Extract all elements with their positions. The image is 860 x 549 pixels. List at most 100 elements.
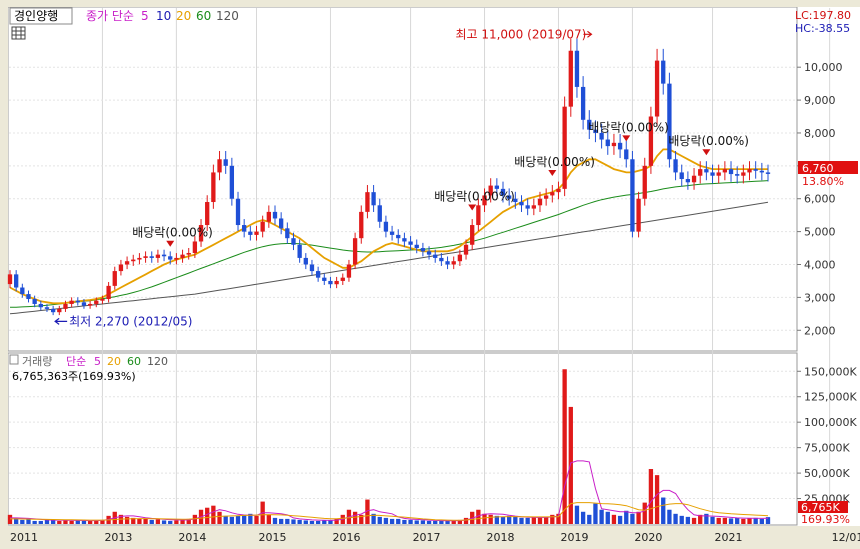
candle-body — [753, 169, 758, 171]
volume-bar — [242, 514, 247, 524]
candle-body — [254, 231, 259, 235]
candle-body — [26, 294, 31, 300]
volume-bar — [124, 516, 130, 524]
volume-bar — [396, 518, 401, 524]
volume-bar — [149, 519, 154, 524]
volume-bar — [519, 517, 524, 524]
candle-body — [741, 172, 746, 176]
stock-name-box[interactable] — [9, 7, 73, 25]
volume-moving-averages — [10, 460, 769, 522]
date-tick-label: 2019 — [560, 531, 588, 544]
candle-body — [722, 169, 728, 173]
volume-bar — [328, 520, 333, 524]
volume-bar — [131, 517, 136, 524]
volume-bar — [285, 518, 290, 524]
dividend-annotation: 배당락(0.00%) — [588, 120, 669, 134]
price-tick-label: 2,000 — [804, 324, 836, 337]
volume-name: 거래량 — [22, 355, 52, 368]
ma-period-10: 10 — [156, 9, 171, 23]
candle-body — [217, 159, 222, 173]
top-border — [0, 0, 860, 7]
volume-bar — [537, 516, 543, 524]
candle-body — [124, 261, 130, 265]
volume-bar — [94, 520, 99, 524]
price-tick-label: 4,000 — [804, 259, 836, 272]
volume-legend: 거래량 단순 5 20 60 120 6,765,363주(169.93%) — [9, 354, 168, 383]
volume-bar — [87, 520, 93, 524]
volume-bar — [562, 369, 567, 524]
candle-body — [155, 254, 161, 258]
candle-body — [149, 256, 154, 258]
volume-y-axis: 150,000K125,000K100,000K75,000K50,000K25… — [797, 365, 857, 506]
candle-body — [377, 205, 382, 222]
candle-body — [365, 192, 370, 212]
volume-bar — [174, 520, 179, 524]
candle-body — [630, 159, 635, 232]
volume-bar — [303, 520, 308, 524]
price-tick-label: 10,000 — [804, 61, 843, 74]
candle-body — [402, 238, 407, 242]
candle-body — [728, 169, 734, 175]
candle-body — [433, 254, 438, 258]
candle-body — [383, 221, 389, 232]
current-volume-label: 6,765K — [801, 501, 840, 514]
candle-body — [470, 225, 475, 245]
volume-bar — [137, 518, 142, 524]
volume-bar — [408, 519, 413, 524]
candle-body — [328, 280, 333, 285]
volume-bar — [624, 510, 629, 524]
volume-bar — [7, 514, 13, 524]
candle-body — [303, 257, 308, 265]
candle-body — [617, 142, 623, 150]
volume-bar — [494, 515, 500, 524]
left-border — [0, 0, 8, 549]
candle-body — [38, 303, 43, 308]
ma60-line — [10, 180, 769, 308]
candle-body — [137, 257, 142, 260]
candle-body — [389, 231, 395, 235]
candle-body — [685, 179, 691, 183]
volume-bar — [69, 520, 74, 524]
candle-body — [463, 244, 469, 255]
volume-bar — [735, 517, 740, 524]
current-volume-text: 6,765,363주(169.93%) — [12, 370, 136, 383]
annotations: 최고 11,000 (2019/07) 최저 2,270 (2012/05) 배당락… — [54, 27, 749, 328]
candle-body — [180, 254, 185, 258]
volume-ma5-line — [10, 460, 769, 522]
volume-bar — [63, 519, 68, 524]
candle-body — [537, 198, 543, 206]
volume-bar — [525, 517, 530, 524]
min-price-annotation: 최저 2,270 (2012/05) — [69, 314, 192, 328]
candle-body — [266, 211, 271, 222]
lc-readout: LC:197.80 — [795, 9, 851, 22]
candle-body — [513, 198, 518, 203]
candle-body — [235, 198, 241, 226]
volume-bar — [593, 503, 598, 524]
volume-bar — [691, 517, 697, 524]
date-axis: 2011 2013 2014 2015 2016 2017 2018 2019 2020 2021… — [10, 531, 860, 544]
candle-body — [359, 211, 364, 239]
price-tick-label: 6,000 — [804, 193, 836, 206]
volume-bar — [617, 515, 623, 524]
candle-body — [223, 159, 228, 166]
candles — [7, 38, 771, 316]
volume-indicator-label: 단순 — [66, 355, 86, 368]
volume-bar — [698, 514, 703, 524]
volume-bar — [14, 517, 19, 524]
candle-body — [611, 142, 617, 147]
date-tick-label: 2014 — [178, 531, 206, 544]
volume-bar — [531, 517, 536, 524]
candle-body — [315, 271, 321, 278]
volume-bar — [168, 520, 173, 524]
volume-bar — [50, 519, 56, 524]
candle-body — [765, 172, 771, 174]
candle-body — [63, 303, 68, 309]
volume-bar — [685, 516, 691, 524]
price-tick-label: 8,000 — [804, 127, 836, 140]
candle-body — [161, 254, 167, 257]
candle-body — [20, 287, 25, 295]
candle-body — [562, 106, 567, 189]
candle-body — [106, 285, 111, 300]
volume-bar — [426, 520, 432, 524]
chart-menu-icon[interactable] — [11, 26, 26, 40]
